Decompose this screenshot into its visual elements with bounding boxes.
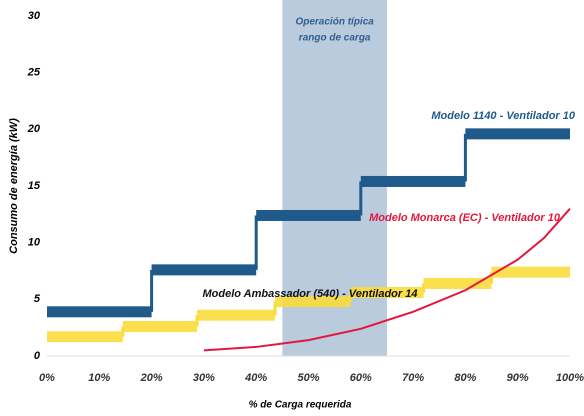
x-tick-label: 80% bbox=[454, 372, 476, 384]
step-bar bbox=[423, 277, 492, 289]
step-bar bbox=[151, 264, 257, 276]
y-tick-label: 25 bbox=[27, 67, 41, 79]
y-tick-label: 30 bbox=[28, 10, 41, 22]
x-tick-label: 50% bbox=[297, 372, 319, 384]
x-tick-label: 70% bbox=[402, 372, 424, 384]
x-tick-label: 0% bbox=[39, 372, 55, 384]
y-tick-label: 10 bbox=[28, 237, 41, 249]
x-tick-label: 60% bbox=[350, 372, 372, 384]
line bbox=[203, 208, 571, 352]
x-tick-label: 90% bbox=[507, 372, 529, 384]
y-axis-title: Consumo de energía (kW) bbox=[8, 118, 20, 254]
series-label: Modelo Monarca (EC) - Ventilador 10 bbox=[369, 212, 561, 224]
step-bar bbox=[491, 266, 570, 278]
step-bar bbox=[256, 209, 361, 221]
x-tick-label: 100% bbox=[556, 372, 584, 384]
step-bar bbox=[465, 128, 570, 140]
y-tick-label: 0 bbox=[34, 350, 41, 362]
y-tick-label: 15 bbox=[28, 180, 41, 192]
step-bar bbox=[47, 331, 123, 343]
step-bar bbox=[47, 306, 152, 318]
step-bar bbox=[350, 287, 424, 299]
y-tick-label: 20 bbox=[27, 123, 41, 135]
step-bar bbox=[122, 321, 198, 333]
x-tick-label: 40% bbox=[244, 372, 267, 384]
x-tick-label: 20% bbox=[140, 372, 163, 384]
series-label: Modelo 1140 - Ventilador 10 bbox=[431, 110, 576, 122]
shade-label: rango de carga bbox=[299, 33, 371, 44]
series-label: Modelo Ambassador (540) - Ventilador 14 bbox=[203, 288, 418, 300]
step-bar bbox=[275, 296, 351, 308]
shade-label: Operación típica bbox=[295, 17, 374, 28]
x-axis-title: % de Carga requerida bbox=[249, 400, 352, 411]
x-tick-label: 30% bbox=[193, 372, 215, 384]
y-tick-label: 5 bbox=[34, 293, 41, 305]
x-tick-label: 10% bbox=[88, 372, 110, 384]
step-bar bbox=[360, 175, 466, 187]
step-bar bbox=[197, 309, 276, 321]
